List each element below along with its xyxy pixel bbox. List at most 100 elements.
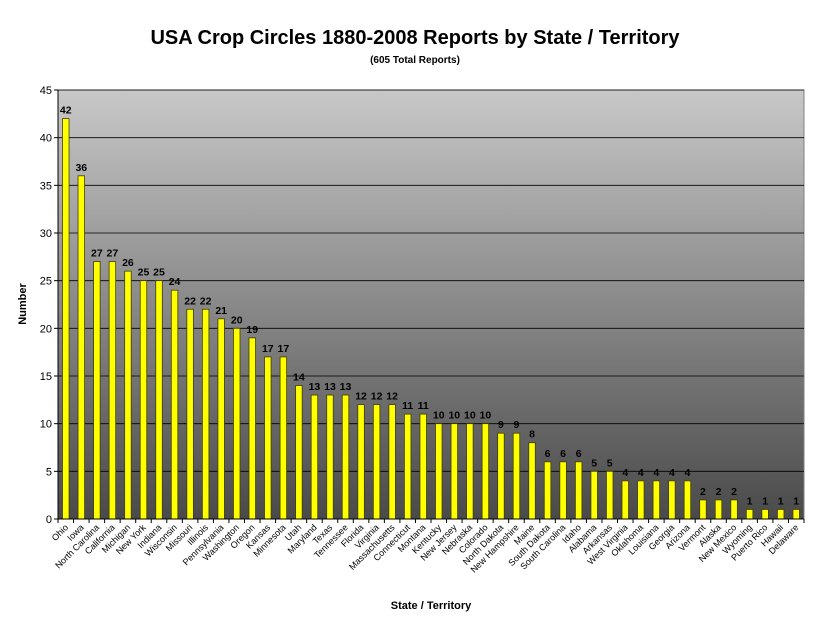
data-label: 13 xyxy=(340,381,352,393)
data-label: 2 xyxy=(731,486,737,498)
bar xyxy=(217,318,225,520)
data-label: 1 xyxy=(747,495,753,507)
data-label: 24 xyxy=(169,276,181,288)
data-label: 10 xyxy=(480,410,492,422)
data-label: 17 xyxy=(262,343,274,355)
bar xyxy=(388,404,396,520)
y-tick-label: 40 xyxy=(40,133,52,145)
bar xyxy=(543,461,552,520)
data-label: 13 xyxy=(309,381,321,393)
data-label: 2 xyxy=(700,486,706,498)
x-axis-title: State / Territory xyxy=(391,600,472,612)
y-tick-label: 5 xyxy=(46,466,52,478)
data-label: 6 xyxy=(545,448,551,460)
data-label: 6 xyxy=(576,448,582,460)
bar xyxy=(124,270,132,520)
bar xyxy=(279,356,288,520)
data-label: 36 xyxy=(75,162,87,174)
bar xyxy=(357,404,365,520)
gridlines xyxy=(58,89,804,472)
data-label: 9 xyxy=(514,419,520,431)
data-label: 22 xyxy=(200,295,212,307)
bar xyxy=(77,175,85,520)
data-label: 25 xyxy=(138,267,150,279)
bar xyxy=(139,280,148,520)
data-label: 14 xyxy=(293,372,305,384)
bar xyxy=(419,413,427,520)
bar xyxy=(295,385,303,520)
data-label: 9 xyxy=(498,419,504,431)
bars xyxy=(62,118,800,520)
bar xyxy=(590,470,598,520)
data-label: 6 xyxy=(560,448,566,460)
bar xyxy=(497,432,505,520)
bar xyxy=(699,499,707,520)
y-tick-label: 15 xyxy=(40,371,52,383)
data-label: 12 xyxy=(386,391,398,403)
data-label: 8 xyxy=(529,429,535,441)
bar xyxy=(62,118,70,520)
data-label: 10 xyxy=(433,410,445,422)
y-axis: 0 5 10 15 20 25 30 35 40 45 xyxy=(40,85,58,526)
bar xyxy=(621,480,629,520)
bar xyxy=(528,442,536,520)
bar xyxy=(730,499,738,520)
data-label: 1 xyxy=(793,495,799,507)
data-label: 27 xyxy=(91,248,103,260)
bar xyxy=(248,337,256,520)
bar xyxy=(792,509,800,520)
bar xyxy=(264,356,272,520)
bar xyxy=(404,413,412,520)
data-label: 25 xyxy=(153,267,165,279)
data-label: 1 xyxy=(778,495,784,507)
plot-area xyxy=(57,89,805,520)
bar xyxy=(450,423,458,520)
bar xyxy=(326,394,334,520)
y-tick-label: 0 xyxy=(46,514,52,526)
data-label: 4 xyxy=(685,467,691,479)
bar xyxy=(310,394,319,520)
bar xyxy=(201,308,210,520)
chart-subtitle: (605 Total Reports) xyxy=(370,55,460,66)
data-label: 12 xyxy=(371,391,383,403)
data-label: 17 xyxy=(278,343,290,355)
y-tick-label: 25 xyxy=(40,276,52,288)
bar xyxy=(683,480,692,520)
data-label: 5 xyxy=(591,457,597,469)
data-label: 5 xyxy=(607,457,613,469)
data-label: 26 xyxy=(122,257,134,269)
bar xyxy=(93,261,101,520)
y-axis-title: Number xyxy=(17,283,29,325)
data-label: 4 xyxy=(653,467,659,479)
bar xyxy=(233,327,241,520)
bar xyxy=(761,509,769,520)
chart-title: USA Crop Circles 1880-2008 Reports by St… xyxy=(150,27,680,49)
data-label: 11 xyxy=(418,400,429,412)
bar xyxy=(435,423,443,520)
data-label: 21 xyxy=(215,305,227,317)
data-label: 20 xyxy=(231,314,243,326)
data-label: 19 xyxy=(246,324,258,336)
data-label: 42 xyxy=(60,105,72,117)
bar xyxy=(574,461,583,520)
bar xyxy=(186,308,194,520)
bar xyxy=(341,394,350,520)
data-label: 4 xyxy=(638,467,644,479)
bar xyxy=(652,480,661,520)
data-label: 12 xyxy=(355,391,367,403)
y-tick-label: 20 xyxy=(40,323,52,335)
bar xyxy=(777,509,785,520)
bar xyxy=(606,470,614,520)
data-label: 4 xyxy=(622,467,628,479)
bar xyxy=(466,423,474,520)
bar xyxy=(481,423,490,520)
bar xyxy=(512,432,521,520)
y-tick-label: 35 xyxy=(40,180,52,192)
data-label: 2 xyxy=(716,486,722,498)
y-tick-label: 45 xyxy=(40,85,52,97)
data-label: 10 xyxy=(464,410,476,422)
data-label: 4 xyxy=(669,467,675,479)
